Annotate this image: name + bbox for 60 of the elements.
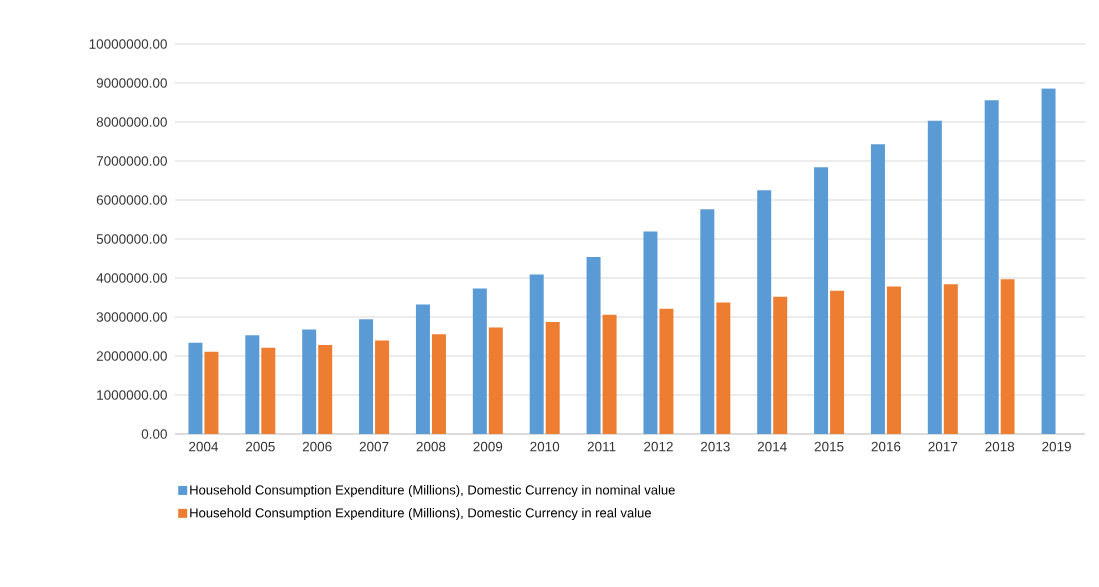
bar [472, 288, 487, 434]
bar [375, 340, 390, 434]
bar [318, 345, 333, 434]
bar [1000, 279, 1015, 434]
bar [643, 231, 658, 434]
y-tick-label: 9000000.00 [96, 78, 167, 88]
bar [602, 314, 617, 434]
x-tick-label: 2010 [530, 441, 560, 452]
bar [886, 286, 901, 434]
bar [545, 322, 560, 434]
x-tick-label: 2006 [302, 441, 332, 452]
bar [814, 167, 829, 434]
bar [529, 274, 544, 434]
y-tick-label: 10000000.00 [89, 39, 167, 49]
bar [984, 100, 999, 434]
y-tick-label: 4000000.00 [96, 273, 167, 283]
bar [586, 256, 601, 434]
bar [261, 347, 276, 434]
bar [700, 209, 715, 434]
bar [302, 329, 317, 434]
y-tick-label: 2000000.00 [96, 351, 167, 361]
bar [927, 120, 942, 434]
x-tick-label: 2014 [757, 441, 787, 452]
y-tick-label: 1000000.00 [97, 390, 167, 400]
y-tick-label: 0.00 [141, 429, 167, 439]
bar [716, 302, 731, 434]
x-tick-label: 2005 [245, 441, 275, 452]
bar [204, 351, 219, 434]
bar [830, 290, 845, 434]
y-tick-label: 7000000.00 [96, 156, 167, 166]
legend-label: Household Consumption Expenditure (Millions), Domestic Currency in nominal value [190, 484, 675, 498]
x-tick-label: 2009 [473, 441, 503, 452]
bar [870, 144, 885, 434]
x-tick-label: 2019 [1042, 441, 1071, 452]
y-tick-label: 5000000.00 [96, 234, 167, 244]
bar [488, 327, 503, 434]
bar [431, 334, 446, 434]
x-tick-label: 2012 [644, 441, 673, 452]
bar [415, 304, 430, 434]
x-tick-label: 2017 [928, 441, 958, 452]
y-tick-label: 8000000.00 [96, 117, 167, 127]
x-tick-label: 2011 [587, 441, 616, 452]
x-tick-label: 2008 [416, 441, 446, 452]
x-tick-label: 2004 [189, 441, 219, 452]
bar [773, 296, 788, 434]
x-tick-label: 2018 [985, 441, 1015, 452]
x-tick-label: 2013 [700, 441, 730, 452]
bar [245, 335, 260, 434]
bar [757, 190, 772, 434]
bar [1041, 88, 1056, 434]
y-tick-label: 6000000.00 [96, 195, 167, 205]
bar [188, 342, 203, 434]
legend-label: Household Consumption Expenditure (Millions), Domestic Currency in real value [190, 507, 651, 521]
x-tick-label: 2016 [871, 441, 901, 452]
x-tick-label: 2007 [359, 441, 389, 452]
bar [943, 284, 958, 434]
x-tick-label: 2015 [814, 441, 844, 452]
bar [359, 319, 374, 434]
y-tick-label: 3000000.00 [96, 312, 167, 322]
bar [659, 308, 674, 434]
